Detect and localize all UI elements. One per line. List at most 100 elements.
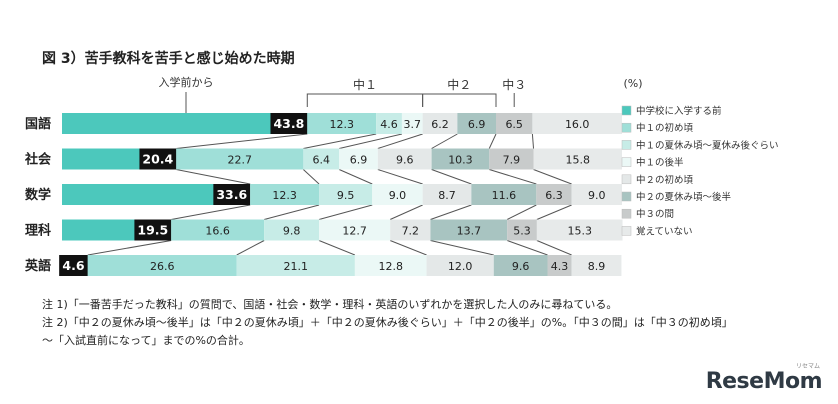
connector-line [303,133,377,149]
connector-line [176,133,308,149]
data-label: 16.0 [565,118,590,131]
data-label: 15.8 [566,154,591,167]
legend-swatch [621,122,632,133]
legend-label: 中１の後半 [636,157,684,169]
data-label: 11.6 [492,189,517,202]
footnote-2: 注 2)「中２の夏休み頃～後半」は「中２の夏休み頃」＋「中２の夏休み後ぐらい」＋… [42,316,733,329]
unit-label: (%) [623,77,642,90]
bar-segment [390,219,431,241]
bar-segment [339,148,378,170]
bar-segment [571,255,622,276]
category-label: 英語 [24,258,51,274]
data-label: 21.1 [284,260,309,273]
bar-segment [377,148,432,170]
bar-segment [176,148,304,170]
connector-line [87,240,172,256]
bar-segment [307,113,377,134]
bar-segment [250,184,320,205]
data-label: 3.7 [404,118,422,131]
bar-segment [319,184,373,205]
stacked-bar-chart: 国語 43.8 12.3 4.6 3.7 6.2 6.9 6.5 16.0 社会 20.4 22.7 6… [24,75,779,276]
data-label: 6.9 [350,154,368,167]
bar-segment [319,219,391,241]
data-label: 8.9 [588,260,606,273]
connector-line [338,169,373,185]
bar-segment [571,184,622,205]
data-label: 13.7 [457,225,482,238]
data-label: 43.8 [273,116,304,131]
bar-segment [536,219,623,241]
legend-label: 中１の夏休み頃～夏休み後ぐらい [636,139,779,151]
legend-label: 中１の初め頃 [636,122,694,134]
legend-swatch [621,191,632,202]
category-label: 理科 [25,223,51,239]
resemom-logo: ReseMom [705,369,823,394]
bar-segment [62,184,251,205]
bar-segment [236,255,355,276]
first-value-box [139,148,177,170]
connector-line [431,133,458,149]
grade-1-label: 中１ [353,77,377,92]
connector-line [171,204,251,220]
bar-segment [87,255,237,276]
bar-segment [354,255,427,276]
bar-segment [536,184,572,205]
data-label: 10.3 [448,154,473,167]
bar-segment [507,219,537,241]
connector-line [389,204,423,220]
data-label: 22.7 [228,154,253,167]
data-label: 9.0 [588,189,606,202]
data-label: 6.5 [505,118,523,131]
data-label: 6.4 [313,154,331,167]
data-label: 4.6 [62,258,84,273]
connector-line [339,133,403,149]
connector-line [236,240,265,256]
bar-segment [532,113,622,134]
legend-label: 中学校に入学する前 [636,105,722,117]
bar-segment [422,184,472,205]
footnotes: 注 1)「一番苦手だった教科」の質問で、国語・社会・数学・理科・英語のいずれかを… [42,296,802,350]
connector-line [536,240,572,256]
first-value-box [213,184,251,205]
data-label: 12.7 [342,225,367,238]
data-label: 9.6 [512,260,530,273]
logo-caption: リセマム [795,363,820,370]
connector-line [318,240,356,256]
connector-line [531,133,535,149]
connector-line [318,204,373,220]
grade-2-label: 中２ [447,77,471,92]
bar-segment [489,148,534,170]
data-label: 33.6 [216,187,247,202]
bar-segment [457,113,496,134]
data-label: 12.3 [272,189,297,202]
data-label: 6.9 [468,118,486,131]
connector-line [389,240,427,256]
data-label: 9.5 [337,189,355,202]
connector-line [377,133,423,149]
data-label: 6.2 [431,118,449,131]
data-label: 7.2 [402,225,420,238]
annotation-before-entry: 入学前から [159,75,214,89]
legend-swatch [621,174,632,185]
data-label: 6.3 [545,189,563,202]
bar-segment [547,255,572,276]
bar-segment [493,255,548,276]
bar-segment [431,148,490,170]
first-value-box [270,113,308,134]
legend-swatch [621,140,632,150]
bar-segment [62,113,308,134]
data-label: 19.5 [137,223,168,238]
bar-segment [401,113,423,134]
bar-segment [264,219,320,241]
connector-line [430,240,494,256]
category-label: 社会 [24,152,52,168]
footnote-1: 注 1)「一番苦手だった教科」の質問で、国語・社会・数学・理科・英語のいずれかを… [42,298,618,311]
connector-line [488,133,497,149]
connector-line [506,204,537,220]
first-value-box [59,255,88,276]
legend-swatch [621,105,632,116]
legend-swatch [621,226,632,236]
bar-segment [372,184,423,205]
data-label: 8.7 [438,189,456,202]
data-label: 5.3 [513,225,531,238]
